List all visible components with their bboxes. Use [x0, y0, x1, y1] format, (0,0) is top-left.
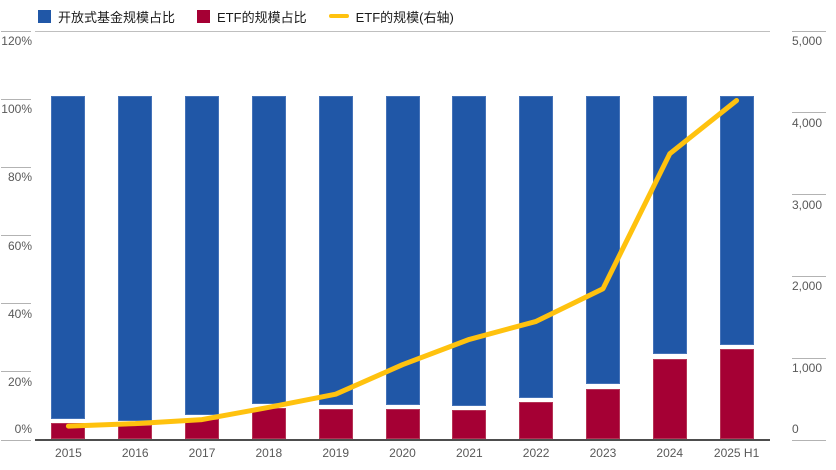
right-axis-label: 2,000 [792, 279, 823, 294]
bar-etf-share-2021 [452, 409, 487, 439]
x-label-2023: 2023 [589, 446, 617, 460]
bar-open-fund-2021 [452, 96, 487, 406]
left-axis-tick [1, 235, 31, 236]
etf-scale-line [65, 98, 740, 429]
bar-etf-share-2020 [385, 409, 420, 439]
x-label-2018: 2018 [255, 446, 283, 460]
plot-area [35, 31, 770, 440]
right-axis-tick [792, 275, 826, 277]
right-axis-tick [792, 439, 826, 441]
left-axis-label: 80% [7, 170, 32, 185]
bar-etf-share-2022 [519, 402, 554, 439]
legend-item-etf-scale: ETF的规模(右轴) [328, 7, 454, 26]
right-axis-label: 3,000 [792, 197, 823, 212]
right-axis-label: 4,000 [792, 115, 823, 130]
left-axis-tick [1, 303, 31, 305]
bar-open-fund-2019 [318, 96, 353, 405]
bar-etf-share-2019 [318, 408, 353, 439]
legend-label-etf-scale: ETF的规模(右轴) [355, 9, 454, 25]
right-axis-label: 1,000 [792, 361, 823, 376]
etf-share-swatch-icon [197, 9, 211, 23]
x-axis-line [35, 439, 770, 441]
bar-open-fund-2018 [251, 96, 286, 405]
x-label-2024: 2024 [656, 446, 684, 460]
right-axis-tick [792, 357, 826, 359]
etf-scale-line-icon [328, 14, 349, 18]
left-axis-tick [1, 371, 31, 373]
left-axis-label: 120% [1, 34, 32, 48]
etf-scale-line-series [65, 98, 740, 429]
x-label-2020: 2020 [389, 446, 416, 460]
left-axis-label: 20% [7, 374, 32, 389]
open-fund-swatch-icon [38, 9, 51, 23]
bar-etf-share-2024 [652, 358, 687, 439]
plot-top-border [35, 31, 770, 32]
right-axis-tick [792, 112, 826, 114]
bar-open-fund-2023 [585, 96, 620, 385]
x-label-2017: 2017 [188, 446, 216, 460]
bar-open-fund-2017 [185, 96, 220, 416]
right-axis-tick [792, 194, 826, 196]
legend: 开放式基金规模占比 ETF的规模占比 ETF的规模(右轴) [38, 6, 454, 26]
bar-open-fund-2016 [118, 96, 153, 421]
legend-item-etf-share: ETF的规模占比 [197, 7, 307, 26]
left-axis-tick [1, 439, 31, 441]
x-label-2019: 2019 [322, 446, 350, 460]
left-axis-label: 0% [14, 422, 32, 436]
left-axis-tick [1, 166, 31, 168]
x-label-2016: 2016 [121, 446, 149, 460]
x-label-2025 H1: 2025 H1 [713, 446, 760, 460]
right-axis-tick [792, 30, 826, 32]
bar-open-fund-2022 [519, 96, 554, 399]
bar-open-fund-2015 [51, 96, 86, 420]
left-axis-label: 100% [1, 102, 32, 117]
legend-item-open-fund: 开放式基金规模占比 [38, 7, 175, 26]
bar-open-fund-2024 [652, 96, 687, 355]
bar-etf-share-2023 [585, 388, 620, 439]
x-label-2021: 2021 [455, 446, 483, 460]
right-axis-label: 0 [792, 422, 799, 436]
left-axis-tick [1, 98, 31, 100]
bar-etf-share-2025 H1 [719, 349, 754, 439]
left-axis-tick [1, 30, 31, 32]
bar-open-fund-2025 H1 [719, 96, 754, 346]
bar-etf-share-2018 [251, 408, 286, 439]
bar-open-fund-2020 [385, 96, 420, 406]
x-label-2015: 2015 [55, 446, 82, 460]
left-axis-label: 60% [7, 238, 32, 253]
x-label-2022: 2022 [522, 446, 550, 460]
right-axis-label: 5,000 [792, 34, 823, 48]
legend-label-etf-share: ETF的规模占比 [217, 9, 307, 25]
left-axis-label: 40% [7, 306, 32, 321]
legend-label-open-fund: 开放式基金规模占比 [58, 9, 176, 25]
